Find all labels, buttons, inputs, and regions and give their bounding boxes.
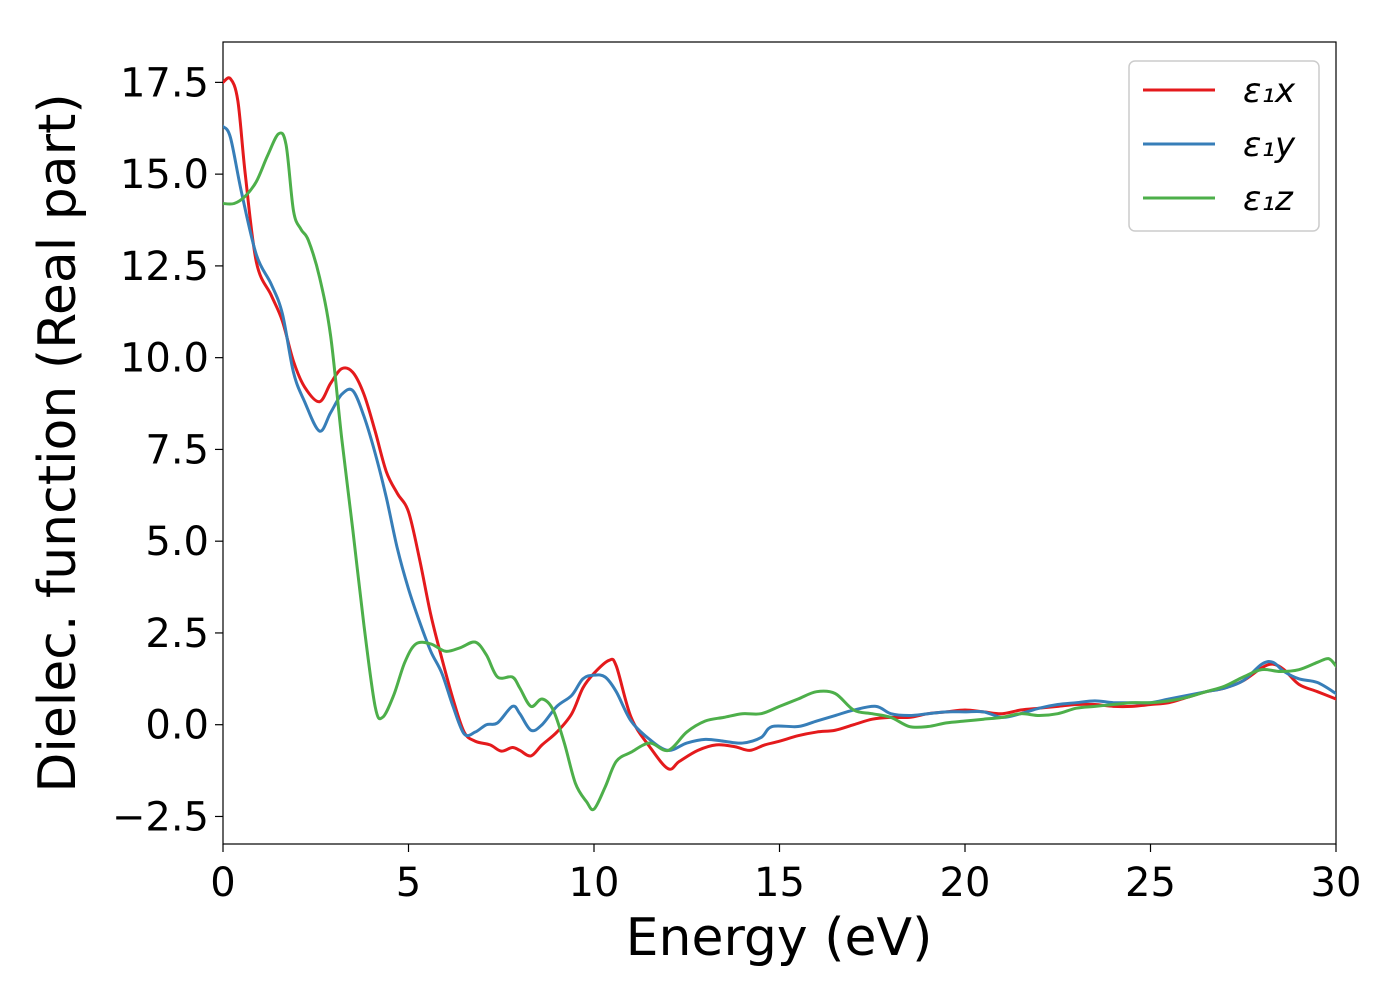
y-tick-label: 5.0 xyxy=(145,519,209,565)
y-tick-label: 17.5 xyxy=(120,60,209,106)
x-tick-label: 30 xyxy=(1311,860,1362,906)
y-tick-label: 10.0 xyxy=(120,336,209,382)
x-tick-label: 5 xyxy=(396,860,421,906)
x-tick-label: 25 xyxy=(1125,860,1176,906)
x-axis-title: Energy (eV) xyxy=(626,908,933,968)
x-tick-label: 20 xyxy=(940,860,991,906)
x-tick-label: 0 xyxy=(210,860,235,906)
y-tick-label: 12.5 xyxy=(120,244,209,290)
series-line-3 xyxy=(223,131,1336,812)
x-tick-label: 15 xyxy=(754,860,805,906)
series-group xyxy=(223,76,1336,812)
y-tick-label: 7.5 xyxy=(145,427,209,473)
legend-box xyxy=(1128,60,1320,232)
legend-label-1: ε₁x xyxy=(1243,71,1296,111)
y-tick-label: −2.5 xyxy=(112,794,209,840)
x-axis-ticks: 0 5 10 15 20 25 30 xyxy=(210,844,1361,906)
legend-label-2: ε₁y xyxy=(1243,125,1296,165)
y-axis-ticks: −2.5 0.0 2.5 5.0 7.5 10.0 12.5 15.0 17.5 xyxy=(112,60,223,840)
y-tick-label: 15.0 xyxy=(120,152,209,198)
y-tick-label: 0.0 xyxy=(145,703,209,749)
legend: ε₁x ε₁y ε₁z xyxy=(1128,60,1320,232)
x-tick-label: 10 xyxy=(569,860,620,906)
series-line-1 xyxy=(223,76,1336,771)
legend-items: ε₁x ε₁y ε₁z xyxy=(1143,71,1296,219)
y-tick-label: 2.5 xyxy=(145,611,209,657)
legend-label-3: ε₁z xyxy=(1243,179,1294,219)
y-axis-title: Dielec. function (Real part) xyxy=(28,93,88,792)
